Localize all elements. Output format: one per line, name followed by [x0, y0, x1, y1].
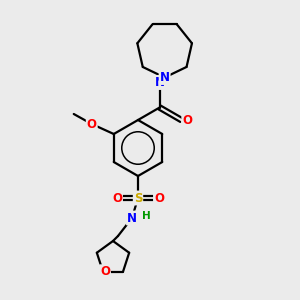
- Text: N: N: [127, 212, 137, 224]
- Text: N: N: [155, 76, 165, 89]
- Text: H: H: [142, 211, 150, 221]
- Text: O: O: [87, 118, 97, 130]
- Text: O: O: [112, 191, 122, 205]
- Text: S: S: [134, 191, 142, 205]
- Text: O: O: [182, 113, 192, 127]
- Text: O: O: [154, 191, 164, 205]
- Text: O: O: [100, 265, 110, 278]
- Text: N: N: [160, 71, 170, 84]
